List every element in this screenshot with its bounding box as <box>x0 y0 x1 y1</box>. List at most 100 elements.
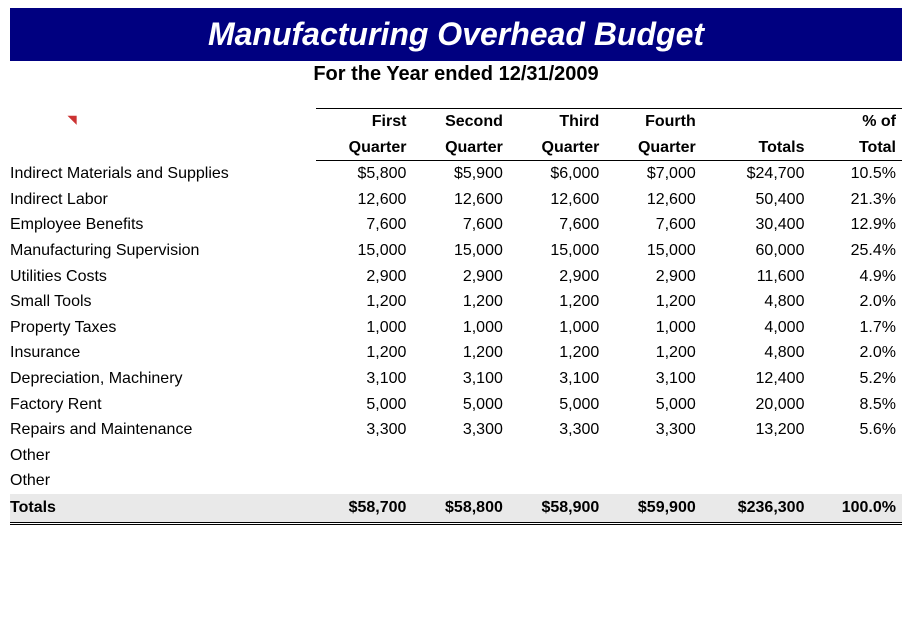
cell-total: 60,000 <box>702 238 811 264</box>
cell-q3: 1,000 <box>509 315 605 341</box>
cell-q4: 12,600 <box>605 187 701 213</box>
cell-q4: 3,300 <box>605 417 701 443</box>
col-head-q3-line2: Quarter <box>509 135 605 161</box>
cell-q2: 12,600 <box>412 187 508 213</box>
cell-total: 12,400 <box>702 366 811 392</box>
cell-q4: 1,200 <box>605 289 701 315</box>
cell-q4: 3,100 <box>605 366 701 392</box>
cell-q4: 1,200 <box>605 340 701 366</box>
totals-q4: $59,900 <box>605 494 701 523</box>
cell-q4: 1,000 <box>605 315 701 341</box>
cell-q2 <box>412 468 508 494</box>
table-row: Insurance1,2001,2001,2001,2004,8002.0% <box>10 340 902 366</box>
budget-table: First Second Third Fourth % of Quarter Q… <box>10 108 902 525</box>
table-row: Property Taxes1,0001,0001,0001,0004,0001… <box>10 315 902 341</box>
col-head-q1-line2: Quarter <box>316 135 412 161</box>
table-row: Repairs and Maintenance3,3003,3003,3003,… <box>10 417 902 443</box>
cell-q1: 5,000 <box>316 392 412 418</box>
cell-q2: 2,900 <box>412 264 508 290</box>
col-head-q2-line2: Quarter <box>412 135 508 161</box>
cell-q1: 3,300 <box>316 417 412 443</box>
cell-pct: 12.9% <box>810 212 902 238</box>
cell-q4 <box>605 443 701 469</box>
col-head-pct-line2: Total <box>810 135 902 161</box>
cell-total: 11,600 <box>702 264 811 290</box>
cell-pct: 2.0% <box>810 289 902 315</box>
cell-pct: 1.7% <box>810 315 902 341</box>
cell-q4: 5,000 <box>605 392 701 418</box>
totals-q1: $58,700 <box>316 494 412 523</box>
table-row: Other <box>10 443 902 469</box>
col-head-q1-line1: First <box>316 109 412 135</box>
row-label: Repairs and Maintenance <box>10 417 316 443</box>
totals-label: Totals <box>10 494 316 523</box>
cell-total: 20,000 <box>702 392 811 418</box>
cell-q3: 2,900 <box>509 264 605 290</box>
totals-q2: $58,800 <box>412 494 508 523</box>
table-row: Indirect Materials and Supplies$5,800$5,… <box>10 161 902 187</box>
table-row: Indirect Labor12,60012,60012,60012,60050… <box>10 187 902 213</box>
table-row: Small Tools1,2001,2001,2001,2004,8002.0% <box>10 289 902 315</box>
cell-q2 <box>412 443 508 469</box>
row-label: Manufacturing Supervision <box>10 238 316 264</box>
cell-total: 4,800 <box>702 289 811 315</box>
cell-q3: 3,100 <box>509 366 605 392</box>
cell-pct: 5.6% <box>810 417 902 443</box>
row-label: Other <box>10 468 316 494</box>
cell-q2: 7,600 <box>412 212 508 238</box>
row-label: Other <box>10 443 316 469</box>
cell-total: 50,400 <box>702 187 811 213</box>
header-row-2: Quarter Quarter Quarter Quarter Totals T… <box>10 135 902 161</box>
cell-q2: 1,200 <box>412 340 508 366</box>
cell-total <box>702 443 811 469</box>
table-row: Utilities Costs2,9002,9002,9002,90011,60… <box>10 264 902 290</box>
header-row-1: First Second Third Fourth % of <box>10 109 902 135</box>
totals-row: Totals$58,700$58,800$58,900$59,900$236,3… <box>10 494 902 523</box>
cell-pct <box>810 468 902 494</box>
cell-q2: 3,100 <box>412 366 508 392</box>
cell-q3 <box>509 468 605 494</box>
cell-total: 30,400 <box>702 212 811 238</box>
cell-q3: 7,600 <box>509 212 605 238</box>
col-head-totals-line1 <box>702 109 811 135</box>
col-head-q3-line1: Third <box>509 109 605 135</box>
cell-q1: $5,800 <box>316 161 412 187</box>
cell-q4: 15,000 <box>605 238 701 264</box>
row-label: Utilities Costs <box>10 264 316 290</box>
cell-pct: 4.9% <box>810 264 902 290</box>
cell-pct: 10.5% <box>810 161 902 187</box>
cell-pct: 25.4% <box>810 238 902 264</box>
cell-q1: 2,900 <box>316 264 412 290</box>
cell-q3: 3,300 <box>509 417 605 443</box>
cell-q3: $6,000 <box>509 161 605 187</box>
cell-q1: 15,000 <box>316 238 412 264</box>
cell-q1: 1,000 <box>316 315 412 341</box>
col-head-q4-line2: Quarter <box>605 135 701 161</box>
col-head-empty <box>10 109 316 135</box>
cell-q1 <box>316 468 412 494</box>
row-label: Factory Rent <box>10 392 316 418</box>
row-label: Insurance <box>10 340 316 366</box>
cell-pct <box>810 443 902 469</box>
cell-q1: 1,200 <box>316 340 412 366</box>
page-subtitle: For the Year ended 12/31/2009 <box>0 63 912 86</box>
comment-indicator-icon: ◥ <box>68 113 76 126</box>
table-row: Factory Rent5,0005,0005,0005,00020,0008.… <box>10 392 902 418</box>
cell-total: 4,000 <box>702 315 811 341</box>
cell-q1: 12,600 <box>316 187 412 213</box>
col-head-pct-line1: % of <box>810 109 902 135</box>
cell-q2: 15,000 <box>412 238 508 264</box>
cell-q1: 7,600 <box>316 212 412 238</box>
cell-q3: 5,000 <box>509 392 605 418</box>
row-label: Indirect Labor <box>10 187 316 213</box>
cell-pct: 2.0% <box>810 340 902 366</box>
row-label: Property Taxes <box>10 315 316 341</box>
cell-q2: 1,200 <box>412 289 508 315</box>
cell-q2: 1,000 <box>412 315 508 341</box>
table-row: Depreciation, Machinery3,1003,1003,1003,… <box>10 366 902 392</box>
col-head-empty-2 <box>10 135 316 161</box>
cell-q1: 3,100 <box>316 366 412 392</box>
totals-total: $236,300 <box>702 494 811 523</box>
cell-total: 13,200 <box>702 417 811 443</box>
cell-total: $24,700 <box>702 161 811 187</box>
